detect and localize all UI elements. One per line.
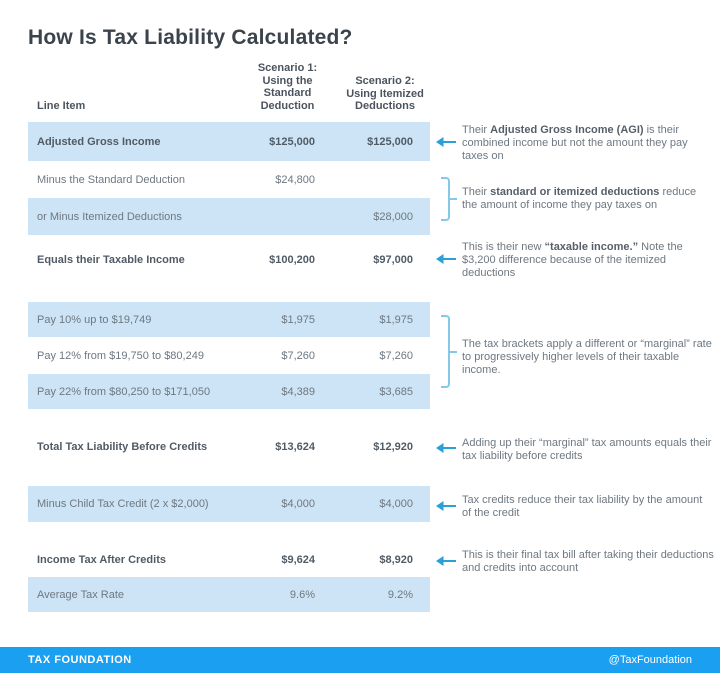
row-label: Equals their Taxable Income	[37, 253, 185, 266]
bracket-icon	[441, 177, 457, 221]
row-value-scenario2: $7,260	[379, 349, 413, 362]
row-value-scenario2: $125,000	[367, 135, 413, 148]
row-value-scenario2: $8,920	[379, 554, 413, 566]
annotation: Tax credits reduce their tax liability b…	[462, 494, 714, 520]
table-row: Average Tax Rate 9.6% 9.2%	[28, 577, 430, 612]
annotation-text: Their	[462, 124, 491, 136]
table-row: Minus the Standard Deduction $24,800	[28, 163, 430, 197]
page-title: How Is Tax Liability Calculated?	[28, 26, 353, 49]
left-arrow-icon	[435, 135, 457, 147]
row-value-scenario1: $4,389	[281, 385, 315, 398]
annotation-text: reduce the amount of income they pay tax…	[462, 186, 697, 211]
row-label: Pay 22% from $80,250 to $171,050	[37, 385, 211, 398]
left-arrow-icon	[435, 554, 457, 566]
row-value-scenario2: $1,975	[379, 313, 413, 326]
table-row: Pay 12% from $19,750 to $80,249 $7,260 $…	[28, 338, 430, 373]
annotation-text: This is their final tax bill after takin…	[462, 549, 714, 574]
table-row: or Minus Itemized Deductions $28,000	[28, 198, 430, 235]
annotation-text: Adding up their “marginal” tax amounts e…	[462, 437, 712, 462]
annotation-text-bold: “taxable income.”	[544, 241, 639, 253]
row-label: Minus the Standard Deduction	[37, 174, 185, 186]
annotation-text: The tax brackets apply a different or “m…	[462, 338, 712, 376]
row-value-scenario1: $13,624	[275, 441, 315, 453]
bracket-tick	[449, 350, 457, 353]
row-label: or Minus Itemized Deductions	[37, 210, 182, 223]
row-value-scenario1: $4,000	[281, 498, 315, 510]
row-value-scenario2: $28,000	[373, 210, 413, 223]
column-header-scenario1: Scenario 1: Using the Standard Deduction	[257, 62, 318, 112]
row-value-scenario2: $3,685	[379, 385, 413, 398]
annotation: The tax brackets apply a different or “m…	[462, 338, 714, 377]
row-label: Average Tax Rate	[37, 588, 125, 601]
left-arrow-icon	[435, 252, 457, 264]
row-value-scenario1: $100,200	[269, 253, 315, 266]
table-row: Pay 10% up to $19,749 $1,975 $1,975	[28, 302, 430, 337]
row-label: Income Tax After Credits	[37, 554, 166, 566]
table-row: Income Tax After Credits $9,624 $8,920	[28, 543, 430, 577]
annotation-text-bold: standard or itemized deductions	[490, 186, 660, 198]
row-value-scenario2: 9.2%	[387, 588, 413, 601]
annotation-text: is their combined income but not the amo…	[462, 124, 688, 162]
annotation: Their standard or itemized deductions re…	[462, 186, 714, 212]
row-value-scenario1: $125,000	[269, 135, 315, 148]
left-arrow-icon	[435, 441, 457, 453]
row-value-scenario2: $4,000	[379, 498, 413, 510]
bracket-icon	[441, 315, 457, 388]
table-row: Pay 22% from $80,250 to $171,050 $4,389 …	[28, 374, 430, 409]
annotation: Their Adjusted Gross Income (AGI) is the…	[462, 124, 714, 163]
annotation: This is their new “taxable income.” Note…	[462, 241, 714, 280]
footer-twitter-handle[interactable]: @TaxFoundation	[608, 654, 692, 666]
row-value-scenario1: $1,975	[281, 313, 315, 326]
row-label: Minus Child Tax Credit (2 x $2,000)	[37, 498, 209, 510]
bracket-tick	[449, 198, 457, 200]
row-value-scenario1: 9.6%	[289, 588, 315, 601]
footer-brand: TAX FOUNDATION	[28, 654, 132, 666]
row-value-scenario1: $24,800	[275, 174, 315, 186]
row-value-scenario1: $7,260	[281, 349, 315, 362]
row-label: Pay 12% from $19,750 to $80,249	[37, 349, 204, 362]
row-label: Total Tax Liability Before Credits	[37, 441, 208, 453]
annotation-text: Their	[462, 186, 491, 198]
annotation-text-bold: Adjusted Gross Income (AGI)	[490, 124, 644, 136]
row-value-scenario2: $97,000	[373, 253, 413, 266]
table-row: Total Tax Liability Before Credits $13,6…	[28, 429, 430, 465]
annotation-text: Tax credits reduce their tax liability b…	[462, 494, 703, 519]
row-value-scenario1: $9,624	[281, 554, 315, 566]
row-label: Adjusted Gross Income	[37, 135, 161, 148]
row-label: Pay 10% up to $19,749	[37, 313, 152, 326]
annotation: This is their final tax bill after takin…	[462, 549, 714, 575]
footer-bar: TAX FOUNDATION @TaxFoundation	[0, 647, 720, 673]
table-row: Minus Child Tax Credit (2 x $2,000) $4,0…	[28, 486, 430, 522]
row-value-scenario2: $12,920	[373, 441, 413, 453]
table-row: Equals their Taxable Income $100,200 $97…	[28, 241, 430, 278]
annotation-text: Note the $3,200 difference because of th…	[462, 241, 683, 279]
annotation: Adding up their “marginal” tax amounts e…	[462, 437, 714, 463]
table-row: Adjusted Gross Income $125,000 $125,000	[28, 122, 430, 161]
column-header-scenario2: Scenario 2: Using Itemized Deductions	[346, 75, 424, 112]
left-arrow-icon	[435, 499, 457, 511]
column-header-line-item: Line Item	[37, 100, 86, 112]
annotation-text: This is their new	[462, 241, 545, 253]
